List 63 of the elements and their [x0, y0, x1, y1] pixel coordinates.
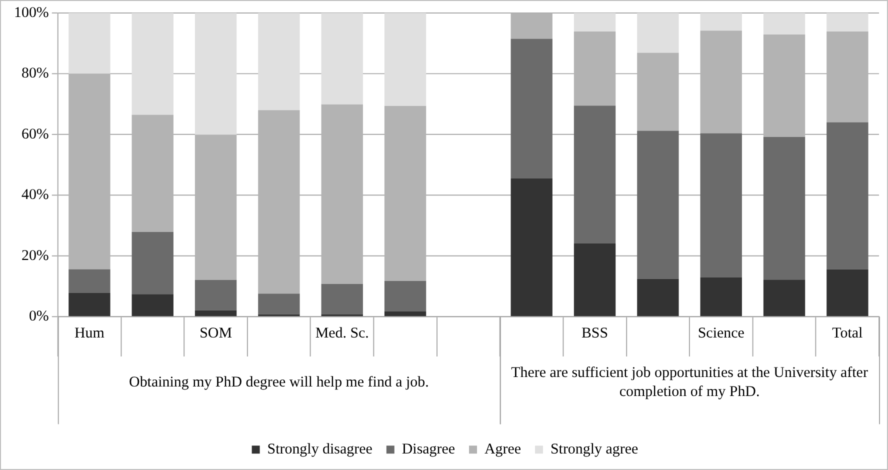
y-tick-label: 60%: [21, 126, 49, 142]
x-tick-label: Hum: [74, 326, 105, 342]
y-tick-label: 100%: [14, 4, 49, 21]
bar: [826, 12, 868, 32]
bar: [321, 12, 363, 104]
bar: [132, 12, 174, 115]
legend-label: Strongly agree: [550, 442, 638, 458]
bar: [194, 280, 237, 310]
y-tick-label: 80%: [21, 66, 49, 82]
bar: [132, 294, 174, 316]
bar: [510, 12, 552, 39]
bar: [700, 277, 742, 316]
bar: [700, 30, 742, 134]
bar: [68, 269, 110, 293]
bar: [574, 106, 616, 244]
x-tick-label: SOM: [200, 326, 232, 342]
bar: [384, 12, 426, 106]
bar: [574, 12, 616, 32]
bar: [510, 178, 552, 316]
bar: [763, 12, 806, 35]
legend-label: Disagree: [402, 442, 456, 458]
bar: [700, 133, 742, 278]
bar: [826, 31, 868, 122]
x-tick-label: Med. Sc.: [315, 326, 369, 342]
bar: [194, 12, 237, 135]
bar: [763, 34, 806, 137]
bar: [826, 269, 868, 316]
bar: [637, 12, 679, 53]
bar: [321, 284, 363, 315]
bar: [194, 134, 237, 280]
bar: [258, 12, 300, 110]
bar: [384, 106, 426, 281]
bar: [132, 114, 174, 232]
bar: [384, 280, 426, 312]
x-tick-label: Science: [698, 326, 745, 342]
bar: [763, 136, 806, 280]
bar: [826, 122, 868, 270]
bar: [700, 12, 742, 31]
bar: [258, 110, 300, 294]
bar: [637, 52, 679, 131]
bar: [637, 130, 679, 279]
legend-label: Agree: [484, 442, 522, 458]
bar: [321, 104, 363, 284]
bar: [132, 232, 174, 294]
x-tick-label: BSS: [581, 326, 608, 342]
text: There are sufficient job opportunities at the University after completion of my PhD.: [511, 364, 868, 400]
legend-label: Strongly disagree: [267, 442, 373, 458]
bar: [574, 31, 616, 106]
bar: [68, 292, 110, 316]
y-tick-label: 40%: [21, 187, 49, 204]
bar: [637, 278, 679, 316]
bar: [763, 280, 806, 316]
x-tick-label: Total: [832, 326, 863, 342]
bar: [194, 310, 237, 316]
y-tick-label: 20%: [21, 248, 49, 264]
bar: [68, 12, 110, 74]
bar: [510, 38, 552, 178]
y-tick-label: 0%: [28, 308, 49, 325]
bar: [258, 294, 300, 314]
text: Obtaining my PhD degree will help me find a job.: [129, 374, 429, 390]
bar: [574, 243, 616, 316]
bar: [68, 74, 110, 270]
bar: [384, 311, 426, 316]
